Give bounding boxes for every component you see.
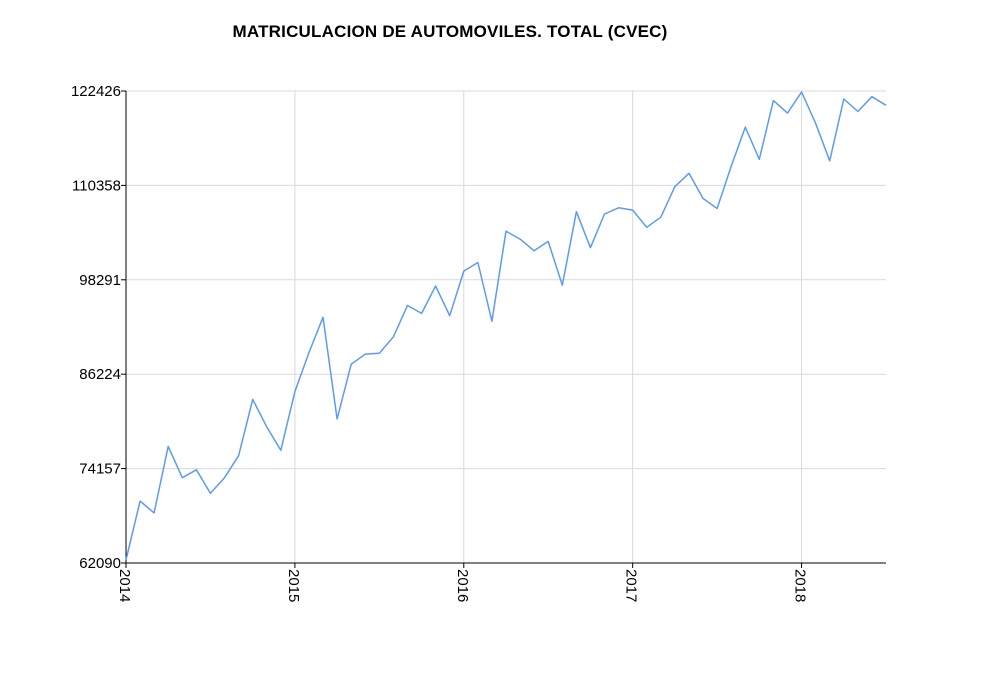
x-tick-label: 2015 bbox=[285, 569, 302, 602]
x-tick-label: 2016 bbox=[454, 569, 471, 602]
y-tick-label: 122426 bbox=[71, 83, 121, 100]
y-tick-label: 110358 bbox=[72, 177, 121, 194]
y-tick-label: 62090 bbox=[79, 555, 121, 572]
gridlines bbox=[126, 90, 886, 563]
axes bbox=[125, 91, 886, 564]
chart-title: MATRICULACION DE AUTOMOVILES. TOTAL (CVE… bbox=[232, 22, 668, 41]
series-line bbox=[125, 91, 887, 560]
x-tick-label: 2018 bbox=[792, 569, 809, 602]
x-tick-label: 2014 bbox=[116, 569, 133, 602]
x-axis-ticks: 2014 2015 2016 2017 2018 bbox=[116, 563, 809, 602]
x-tick-label: 2017 bbox=[623, 569, 640, 602]
series-lines bbox=[125, 91, 887, 560]
y-tick-label: 74157 bbox=[79, 461, 121, 478]
y-tick-label: 86224 bbox=[79, 366, 121, 383]
y-tick-label: 98291 bbox=[79, 272, 121, 289]
y-axis-ticks: 62090 74157 86224 98291 110358 122426 bbox=[71, 83, 126, 572]
